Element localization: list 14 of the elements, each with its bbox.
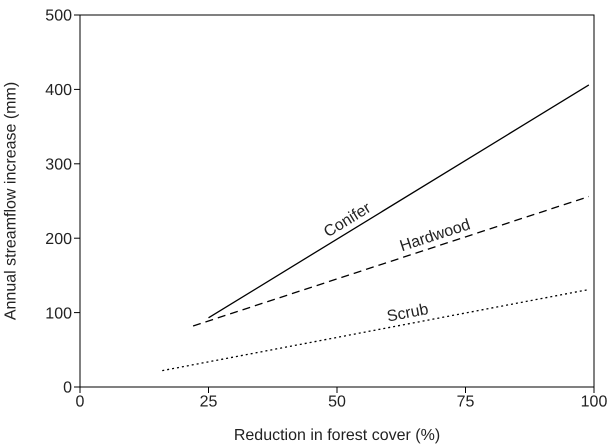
x-tick-label: 50 (328, 393, 346, 410)
x-tick-label: 75 (456, 393, 474, 410)
text: Scrub (386, 301, 430, 326)
y-tick-label: 200 (45, 230, 72, 248)
y-axis-title: Annual streamflow increase (mm) (2, 82, 20, 320)
y-tick-label: 400 (45, 82, 72, 100)
x-tick-label: 100 (580, 393, 608, 410)
x-tick-label: 0 (76, 393, 85, 410)
x-tick-label: 25 (200, 393, 218, 410)
y-tick-label: 100 (45, 305, 72, 322)
y-tick-label: 500 (45, 8, 72, 25)
y-tick-label: 0 (63, 380, 72, 397)
y-tick-label: 300 (45, 156, 72, 174)
x-axis-title: Reduction in forest cover (%) (234, 427, 440, 444)
